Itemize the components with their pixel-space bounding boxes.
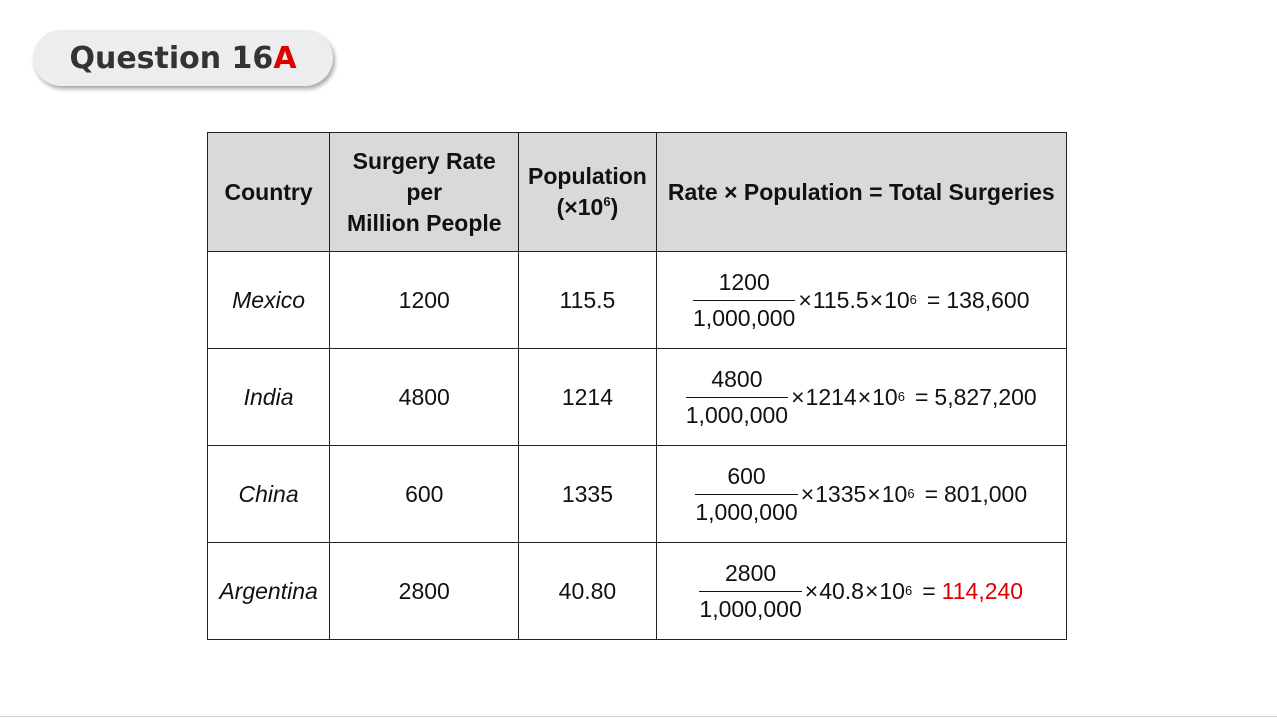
cell-rate: 2800 xyxy=(329,542,520,640)
table-row: Argentina 2800 40.80 2800 1,000,000 × 40.8… xyxy=(206,542,1068,640)
header-rate-line1: Surgery Rate xyxy=(352,147,496,174)
fraction: 1200 1,000,000 xyxy=(693,268,796,331)
table-row: India 4800 1214 4800 1,000,000 × 1214 × 10 6 … xyxy=(206,348,1068,446)
cell-country: India xyxy=(206,348,331,446)
cell-population: 1335 xyxy=(518,445,657,543)
header-row: Country Surgery Rate per Million People … xyxy=(206,132,1068,252)
formula: 2800 1,000,000 × 40.8 × 10 6 = 114,240 xyxy=(699,559,1024,622)
cell-rate: 4800 xyxy=(329,348,520,446)
cell-rate: 1200 xyxy=(329,251,520,349)
fraction: 600 1,000,000 xyxy=(695,462,798,525)
cell-rate: 600 xyxy=(329,445,520,543)
header-pop-line1: Population xyxy=(528,163,647,189)
header-pop-line2: (×106) xyxy=(556,194,619,220)
formula-result: 138,600 xyxy=(946,286,1030,313)
header-country: Country xyxy=(206,132,331,252)
header-rate-line3: Million People xyxy=(346,209,502,236)
header-rate: Surgery Rate per Million People xyxy=(329,132,520,252)
cell-population: 1214 xyxy=(518,348,657,446)
cell-formula: 600 1,000,000 × 1335 × 10 6 = 801,000 xyxy=(655,445,1068,543)
formula-result-highlighted: 114,240 xyxy=(941,577,1024,604)
cell-population: 40.80 xyxy=(518,542,657,640)
formula: 600 1,000,000 × 1335 × 10 6 = 801,000 xyxy=(695,462,1028,525)
fraction: 4800 1,000,000 xyxy=(685,365,789,428)
formula-result: 5,827,200 xyxy=(934,383,1037,410)
cell-formula: 4800 1,000,000 × 1214 × 10 6 = 5,827,200 xyxy=(655,348,1068,446)
header-population: Population (×106) xyxy=(518,132,657,252)
cell-country: China xyxy=(206,445,331,543)
footer-divider xyxy=(0,716,1277,717)
formula: 4800 1,000,000 × 1214 × 10 6 = 5,827,200 xyxy=(685,365,1037,428)
cell-country: Mexico xyxy=(206,251,331,349)
formula: 1200 1,000,000 × 115.5 × 10 6 = 138,600 xyxy=(693,268,1030,331)
header-rate-line2: per xyxy=(406,178,443,205)
surgery-table: Country Surgery Rate per Million People … xyxy=(206,132,1068,640)
formula-result: 801,000 xyxy=(944,480,1028,507)
cell-formula: 2800 1,000,000 × 40.8 × 10 6 = 114,240 xyxy=(655,542,1068,640)
header-formula: Rate × Population = Total Surgeries xyxy=(655,132,1068,252)
table-row: China 600 1335 600 1,000,000 × 1335 × 10 6 = 8… xyxy=(206,445,1068,543)
fraction: 2800 1,000,000 xyxy=(699,559,802,622)
question-label: Question 16 xyxy=(69,40,274,76)
question-badge: Question 16 A xyxy=(33,30,333,86)
question-letter: A xyxy=(273,40,297,76)
cell-population: 115.5 xyxy=(518,251,657,349)
cell-country: Argentina xyxy=(206,542,331,640)
table-row: Mexico 1200 115.5 1200 1,000,000 × 115.5 × 1… xyxy=(206,251,1068,349)
cell-formula: 1200 1,000,000 × 115.5 × 10 6 = 138,600 xyxy=(655,251,1068,349)
